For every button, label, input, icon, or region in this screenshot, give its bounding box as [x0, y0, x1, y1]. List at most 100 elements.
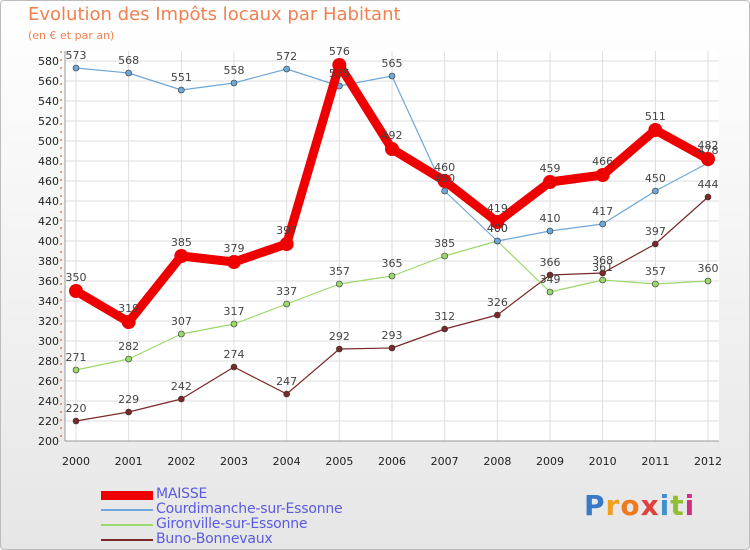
- data-point-buno-bonnevaux: [72, 417, 80, 425]
- data-point-buno-bonnevaux: [178, 395, 185, 403]
- y-tick-label: 500: [38, 135, 59, 148]
- y-tick-label: 460: [38, 175, 59, 188]
- data-label-buno-bonnevaux: 220: [66, 402, 87, 415]
- data-label-courdimanche-sur-essonne: 558: [224, 64, 245, 77]
- data-label-buno-bonnevaux: 247: [276, 375, 297, 388]
- data-label-maisse: 385: [171, 236, 192, 249]
- data-label-buno-bonnevaux: 366: [540, 256, 561, 269]
- data-point-maisse: [701, 152, 715, 166]
- y-tick-label: 400: [38, 235, 59, 248]
- data-label-courdimanche-sur-essonne: 565: [382, 57, 403, 70]
- legend-swatch: [101, 509, 153, 511]
- data-point-courdimanche-sur-essonne: [494, 237, 501, 245]
- data-label-maisse: 576: [329, 45, 350, 58]
- x-tick-label: 2010: [589, 455, 617, 468]
- chart-title: Evolution des Impôts locaux par Habitant: [28, 4, 401, 25]
- y-tick-label: 240: [38, 395, 59, 408]
- legend-swatch: [101, 524, 153, 526]
- data-point-buno-bonnevaux: [546, 271, 554, 279]
- series-layer: [69, 58, 715, 425]
- data-point-courdimanche-sur-essonne: [546, 227, 554, 235]
- data-point-gironville-sur-essonne: [125, 355, 132, 363]
- data-label-courdimanche-sur-essonne: 450: [434, 172, 455, 185]
- data-label-courdimanche-sur-essonne: 400: [487, 222, 508, 235]
- data-point-buno-bonnevaux: [125, 408, 132, 416]
- data-point-courdimanche-sur-essonne: [125, 69, 132, 77]
- data-label-gironville-sur-essonne: 282: [118, 340, 139, 353]
- data-label-gironville-sur-essonne: 360: [698, 262, 719, 275]
- data-labels-layer: 350 319 385 379 397 576 492 460 419 459 466 511 482 5…: [66, 45, 719, 415]
- data-label-maisse: 319: [118, 302, 139, 315]
- data-label-gironville-sur-essonne: 337: [276, 285, 297, 298]
- data-label-maisse: 492: [382, 129, 403, 142]
- y-tick-label: 420: [38, 215, 59, 228]
- data-point-courdimanche-sur-essonne: [230, 79, 238, 87]
- x-tick-label: 2008: [483, 455, 511, 468]
- data-point-gironville-sur-essonne: [704, 277, 712, 285]
- legend-label: MAISSE: [156, 486, 208, 502]
- data-point-maisse: [490, 215, 505, 229]
- data-label-gironville-sur-essonne: 271: [66, 351, 87, 364]
- data-point-gironville-sur-essonne: [652, 280, 659, 288]
- data-label-buno-bonnevaux: 312: [434, 310, 455, 323]
- x-tick-label: 2009: [536, 455, 564, 468]
- data-point-maisse: [227, 255, 241, 269]
- x-tick-label: 2003: [220, 455, 248, 468]
- logo-letter: i: [684, 489, 696, 522]
- data-point-buno-bonnevaux: [336, 345, 343, 353]
- y-tick-label: 200: [38, 435, 59, 448]
- x-tick-label: 2012: [694, 455, 722, 468]
- legend-label: Buno-Bonnevaux: [156, 531, 273, 547]
- data-point-gironville-sur-essonne: [599, 276, 606, 284]
- data-label-buno-bonnevaux: 368: [592, 254, 613, 267]
- y-tick-label: 580: [38, 55, 59, 68]
- y-tick-label: 560: [38, 75, 59, 88]
- data-label-courdimanche-sur-essonne: 568: [118, 54, 139, 67]
- x-tick-label: 2004: [273, 455, 301, 468]
- data-point-buno-bonnevaux: [494, 311, 501, 319]
- data-point-maisse: [174, 249, 189, 263]
- y-tick-label: 440: [38, 195, 59, 208]
- data-point-maisse: [279, 237, 294, 251]
- y-tick-label: 260: [38, 375, 59, 388]
- data-point-courdimanche-sur-essonne: [441, 187, 448, 195]
- data-point-buno-bonnevaux: [283, 390, 290, 398]
- y-tick-label: 360: [38, 275, 59, 288]
- data-point-buno-bonnevaux: [704, 193, 712, 201]
- data-point-maisse: [595, 168, 610, 182]
- data-label-maisse: 511: [645, 110, 666, 123]
- x-tick-label: 2005: [325, 455, 353, 468]
- y-tick-label: 380: [38, 255, 59, 268]
- data-point-maisse: [121, 315, 136, 329]
- data-label-buno-bonnevaux: 292: [329, 330, 350, 343]
- data-point-buno-bonnevaux: [388, 344, 396, 352]
- y-tick-label: 520: [38, 115, 59, 128]
- y-tick-label: 340: [38, 295, 59, 308]
- data-point-courdimanche-sur-essonne: [388, 72, 396, 80]
- x-tick-label: 2007: [431, 455, 459, 468]
- data-label-maisse: 482: [698, 139, 719, 152]
- y-tick-label: 300: [38, 335, 59, 348]
- data-label-buno-bonnevaux: 444: [698, 178, 719, 191]
- data-label-buno-bonnevaux: 326: [487, 296, 508, 309]
- data-point-maisse: [385, 142, 399, 156]
- legend-swatch: [101, 490, 153, 500]
- x-tick-label: 2002: [167, 455, 195, 468]
- data-point-gironville-sur-essonne: [283, 300, 290, 308]
- x-tick-label: 2006: [378, 455, 406, 468]
- logo-letter: r: [605, 489, 621, 522]
- data-label-courdimanche-sur-essonne: 417: [592, 205, 613, 218]
- data-point-buno-bonnevaux: [230, 363, 238, 371]
- data-point-gironville-sur-essonne: [441, 252, 448, 260]
- data-point-gironville-sur-essonne: [72, 366, 80, 374]
- data-label-buno-bonnevaux: 229: [118, 393, 139, 406]
- data-point-courdimanche-sur-essonne: [283, 65, 290, 73]
- data-point-gironville-sur-essonne: [388, 272, 396, 280]
- data-label-gironville-sur-essonne: 357: [329, 265, 350, 278]
- data-label-courdimanche-sur-essonne: 573: [66, 49, 87, 62]
- data-label-buno-bonnevaux: 397: [645, 225, 666, 238]
- data-point-courdimanche-sur-essonne: [178, 86, 185, 94]
- logo-letter: t: [670, 489, 685, 522]
